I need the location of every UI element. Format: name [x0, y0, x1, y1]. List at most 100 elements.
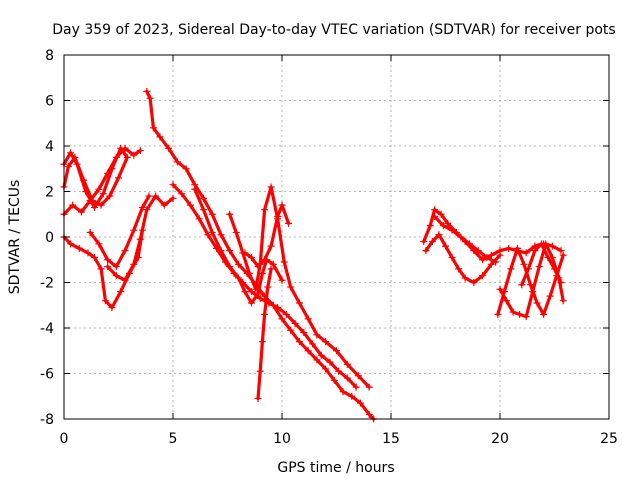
- data-point: [261, 206, 269, 214]
- data-point: [108, 304, 116, 312]
- data-point: [104, 263, 112, 271]
- data-point: [264, 283, 272, 291]
- data-point: [313, 331, 321, 339]
- data-point: [461, 274, 469, 282]
- series-track-11: [241, 201, 293, 271]
- y-tick-label: 4: [45, 139, 54, 155]
- x-tick-label: 5: [169, 431, 178, 447]
- data-point: [505, 244, 513, 252]
- data-point: [533, 299, 541, 307]
- data-point: [365, 410, 373, 418]
- series-track-5: [104, 192, 177, 284]
- y-tick-label: 2: [45, 185, 54, 201]
- data-point: [496, 285, 504, 293]
- data-point: [426, 222, 434, 230]
- data-point: [247, 299, 255, 307]
- series-trace: [228, 185, 371, 389]
- data-point: [75, 244, 83, 252]
- data-point: [269, 260, 277, 268]
- data-point: [420, 238, 428, 246]
- data-point: [537, 240, 545, 248]
- y-tick-label: -6: [40, 367, 54, 383]
- data-point: [146, 94, 154, 102]
- x-tick-label: 25: [600, 431, 618, 447]
- data-point: [123, 153, 131, 161]
- data-point: [465, 240, 473, 248]
- data-point: [143, 206, 151, 214]
- data-point: [524, 265, 532, 273]
- series-track-3: [60, 226, 146, 312]
- data-point: [295, 299, 303, 307]
- data-point: [200, 206, 208, 214]
- data-point: [516, 310, 524, 318]
- series-track-14: [431, 213, 500, 266]
- data-point: [173, 158, 181, 166]
- data-point: [557, 279, 565, 286]
- data-point: [143, 87, 151, 95]
- data-point: [548, 242, 556, 250]
- x-axis-label: GPS time / hours: [277, 460, 394, 476]
- data-point: [247, 288, 255, 296]
- data-point: [448, 226, 456, 234]
- data-point: [95, 185, 103, 193]
- data-point: [287, 283, 295, 291]
- data-point: [322, 365, 330, 373]
- data-point: [535, 263, 543, 271]
- data-point: [531, 247, 539, 255]
- data-point: [112, 153, 120, 161]
- data-point: [226, 263, 234, 271]
- data-point: [80, 176, 88, 184]
- data-point: [112, 272, 120, 280]
- data-point: [330, 376, 338, 384]
- data-point: [86, 228, 94, 236]
- x-tick-label: 15: [382, 431, 400, 447]
- data-point: [522, 313, 530, 321]
- data-point: [91, 253, 99, 261]
- series-track-10: [254, 265, 275, 403]
- y-tick-label: 8: [45, 48, 54, 64]
- series-track-13: [422, 231, 504, 286]
- data-point: [348, 392, 356, 400]
- data-point: [313, 356, 321, 364]
- data-point: [247, 253, 255, 261]
- data-point: [470, 279, 478, 286]
- data-point: [97, 265, 105, 273]
- data-point: [435, 231, 443, 239]
- data-point: [217, 247, 225, 255]
- data-point: [356, 399, 364, 407]
- data-point: [559, 297, 567, 305]
- data-point: [217, 231, 225, 239]
- data-point: [492, 258, 500, 266]
- data-point: [551, 265, 558, 273]
- data-point: [136, 147, 144, 155]
- data-point: [339, 388, 347, 396]
- data-point: [335, 367, 343, 375]
- data-point: [121, 144, 129, 152]
- data-point: [365, 383, 373, 391]
- data-point: [474, 247, 482, 255]
- data-point: [226, 210, 234, 218]
- data-point: [241, 288, 249, 296]
- data-point: [343, 360, 351, 368]
- data-point: [256, 367, 264, 375]
- data-point: [479, 272, 487, 280]
- data-point: [291, 319, 299, 327]
- data-point: [208, 210, 216, 218]
- data-point: [232, 228, 240, 236]
- data-point: [546, 292, 554, 300]
- series-trace: [171, 183, 358, 389]
- data-point: [234, 260, 242, 268]
- data-point: [354, 372, 362, 380]
- data-point: [304, 347, 312, 355]
- data-point: [267, 265, 275, 273]
- series-track-2: [60, 144, 144, 218]
- data-point: [557, 247, 565, 255]
- data-point: [518, 281, 526, 289]
- data-point: [86, 197, 94, 205]
- series-track-9: [226, 183, 373, 391]
- data-point: [559, 251, 567, 259]
- series-trace: [433, 214, 498, 264]
- data-point: [130, 260, 138, 268]
- data-point: [261, 256, 269, 264]
- series-track-15: [494, 244, 567, 318]
